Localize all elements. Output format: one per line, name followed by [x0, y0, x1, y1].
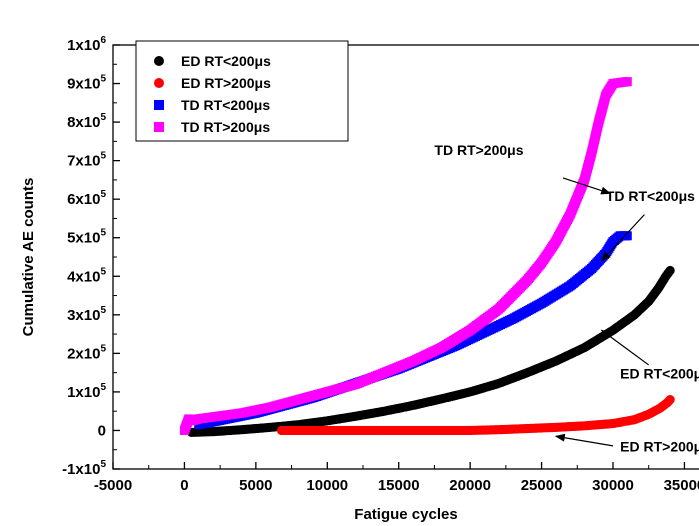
- legend-marker: [154, 78, 164, 88]
- y-axis-title: Cumulative AE counts: [20, 178, 37, 337]
- x-tick-label: 0: [180, 477, 188, 494]
- y-tick-label: 1x106: [67, 35, 106, 54]
- annotation: TD RT>200μs: [434, 142, 612, 195]
- y-tick-label: 4x105: [67, 266, 106, 285]
- x-axis-title: Fatigue cycles: [354, 506, 457, 523]
- x-tick-label: -5000: [94, 477, 132, 494]
- legend-item: TD RT>200μs: [154, 119, 270, 135]
- data-point: [665, 265, 675, 276]
- legend-label: ED RT>200μs: [181, 75, 271, 91]
- legend-marker: [154, 122, 164, 132]
- x-tick-label: 25000: [521, 477, 563, 494]
- series-4: [179, 77, 632, 435]
- y-tick-label: 0: [98, 422, 106, 439]
- legend-label: TD RT>200μs: [181, 119, 270, 135]
- data-point: [665, 395, 675, 405]
- x-tick-label: 10000: [306, 477, 348, 494]
- annotation: ED RT<200μs: [600, 329, 699, 381]
- annotation-arrow: [600, 214, 645, 262]
- annotation-label: ED RT<200μs: [620, 365, 699, 381]
- y-tick-label: 8x105: [67, 112, 106, 131]
- legend-label: TD RT<200μs: [181, 97, 270, 113]
- x-tick-label: 20000: [449, 477, 491, 494]
- series-3: [194, 231, 632, 430]
- legend-box: [135, 40, 349, 142]
- annotation-arrow: [562, 177, 612, 195]
- legend-marker: [154, 100, 164, 110]
- annotation-layer: TD RT>200μs TD RT<200μs ED RT<200μs ED RT>2…: [434, 142, 699, 455]
- legend-marker: [154, 56, 164, 66]
- annotation: ED RT>200μs: [554, 433, 699, 455]
- x-tick-label: 35000: [664, 477, 699, 494]
- annotation-label: ED RT>200μs: [620, 439, 699, 455]
- y-tick-label: 9x105: [67, 74, 106, 93]
- data-point: [622, 77, 632, 87]
- y-tick-label: 3x105: [67, 305, 106, 324]
- data-point: [622, 231, 632, 241]
- y-tick-label: -1x105: [62, 459, 106, 478]
- legend-item: ED RT>200μs: [154, 75, 271, 91]
- annotation-label: TD RT<200μs: [606, 188, 695, 204]
- legend: ED RT<200μs ED RT>200μs TD RT<200μs TD RT>2…: [135, 40, 349, 142]
- y-tick-label: 2x105: [67, 343, 106, 362]
- legend-item: TD RT<200μs: [154, 97, 270, 113]
- y-tick-label: 1x105: [67, 382, 106, 401]
- annotation-arrow: [554, 433, 614, 447]
- y-tick-label: 7x105: [67, 151, 106, 170]
- x-tick-label: 15000: [378, 477, 420, 494]
- annotation-label: TD RT>200μs: [434, 142, 523, 158]
- annotation: TD RT<200μs: [600, 188, 695, 262]
- axis-ticks: -5000 0 5000 10000 15000 20000 25000 30000 35000…: [62, 35, 699, 494]
- y-tick-label: 6x105: [67, 189, 106, 208]
- annotation-arrow: [600, 329, 650, 366]
- legend-label: ED RT<200μs: [181, 53, 271, 69]
- x-tick-label: 5000: [239, 477, 272, 494]
- x-tick-label: 30000: [592, 477, 634, 494]
- legend-item: ED RT<200μs: [154, 53, 271, 69]
- y-tick-label: 5x105: [67, 228, 106, 247]
- series-2: [276, 395, 675, 436]
